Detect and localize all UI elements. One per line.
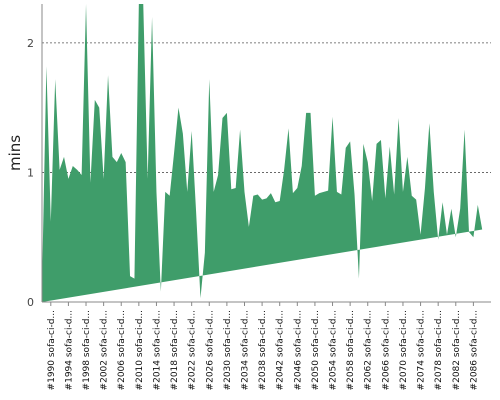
x-tick-labels: #1990 sofa-ci-d... #1994 sofa-ci-d... #199… [47,302,479,390]
x-tick-label: #2086 sofa-ci-d... [469,310,479,390]
x-tick-label: #2010 sofa-ci-d... [135,310,145,390]
y-tick-labels: 0 1 2 [27,37,34,309]
x-tick-label: #2070 sofa-ci-d... [399,310,409,390]
x-tick-label: #2002 sofa-ci-d... [100,310,110,390]
x-tick-label: #2038 sofa-ci-d... [258,310,268,390]
area-series [42,4,483,302]
x-tick-label: #2006 sofa-ci-d... [117,310,127,390]
grid-lines [42,42,491,173]
x-tick-label: #2074 sofa-ci-d... [417,310,427,390]
x-tick-label: #2046 sofa-ci-d... [293,310,303,390]
x-tick-label: #2050 sofa-ci-d... [311,310,321,390]
x-tick-label: #2054 sofa-ci-d... [329,310,339,390]
area-fill [42,4,483,302]
y-axis-title: mins [6,135,24,171]
x-tick-label: #2042 sofa-ci-d... [276,310,286,390]
x-tick-label: #2022 sofa-ci-d... [188,310,198,390]
y-tick-label: 0 [27,296,34,309]
x-tick-label: #2030 sofa-ci-d... [223,310,233,390]
x-tick-label: #2026 sofa-ci-d... [205,310,215,390]
x-tick-label: #2018 sofa-ci-d... [170,310,180,390]
x-tick-label: #2034 sofa-ci-d... [241,310,251,390]
x-tick-label: #1994 sofa-ci-d... [64,310,74,390]
y-tick-label: 1 [27,166,34,179]
x-tick-label: #1990 sofa-ci-d... [47,310,57,390]
x-tick-label: #2014 sofa-ci-d... [153,310,163,390]
x-tick-label: #2082 sofa-ci-d... [452,310,462,390]
x-tick-label: #1998 sofa-ci-d... [82,310,92,390]
x-tick-label: #2062 sofa-ci-d... [364,310,374,390]
axes [41,4,491,303]
x-tick-label: #2066 sofa-ci-d... [381,310,391,390]
x-tick-label: #2078 sofa-ci-d... [434,310,444,390]
x-tick-label: #2058 sofa-ci-d... [346,310,356,390]
y-tick-label: 2 [27,37,34,50]
